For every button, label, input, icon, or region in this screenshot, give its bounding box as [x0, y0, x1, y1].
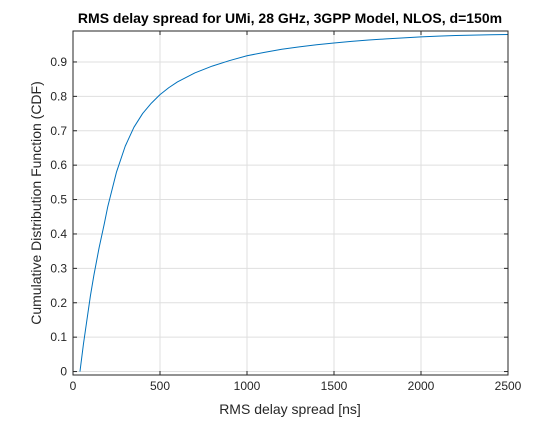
- y-tick-label: 0.8: [50, 89, 67, 103]
- y-tick-label: 0.3: [50, 261, 67, 275]
- cdf-series-line-0: [79, 33, 509, 372]
- grid-lines: [73, 31, 508, 375]
- y-tick-label: 0.4: [50, 227, 67, 241]
- x-tick-label: 1000: [234, 379, 261, 393]
- y-tick-label: 0.1: [50, 330, 67, 344]
- y-tick-label: 0: [60, 365, 67, 379]
- x-tick-label: 2000: [408, 379, 435, 393]
- plot-background: [73, 31, 508, 375]
- y-tick-label: 0.7: [50, 124, 67, 138]
- y-tick-label: 0.2: [50, 296, 67, 310]
- series-layer: [79, 33, 509, 372]
- x-axis-label: RMS delay spread [ns]: [219, 401, 361, 417]
- plot-frame: [72, 30, 509, 376]
- y-tick-label: 0.9: [50, 55, 67, 69]
- x-tick-label: 0: [70, 379, 77, 393]
- x-tick-label: 2500: [495, 379, 522, 393]
- x-tick-label: 1500: [321, 379, 348, 393]
- y-axis-label: Cumulative Distribution Function (CDF): [28, 81, 44, 325]
- x-tick-label: 500: [150, 379, 170, 393]
- y-tick-label: 0.5: [50, 193, 67, 207]
- tick-layer: 0 500 1000 1500 2000 2500 0 0.1 0.2 0.3 0.4 0.5 0.6 0…: [50, 31, 522, 393]
- chart-title: RMS delay spread for UMi, 28 GHz, 3GPP M…: [78, 10, 502, 26]
- y-tick-label: 0.6: [50, 158, 67, 172]
